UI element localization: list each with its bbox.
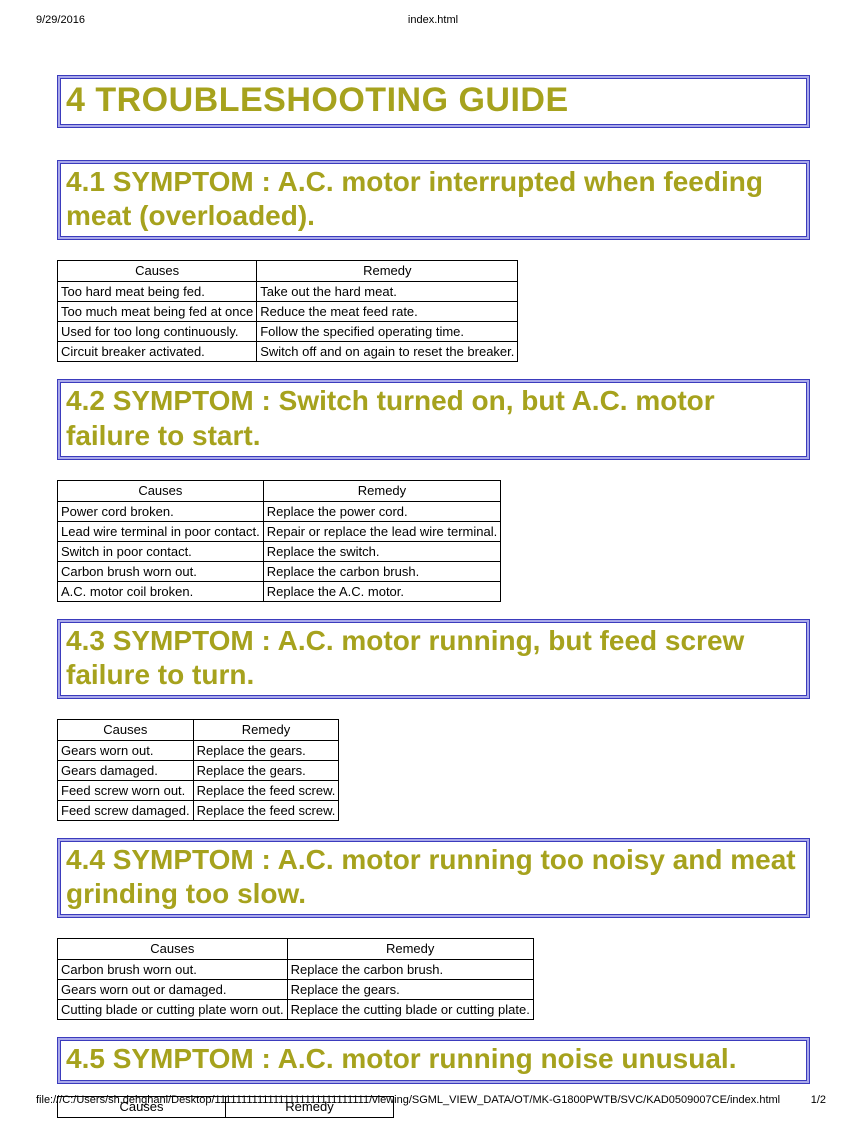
table-row: Carbon brush worn out. Replace the carbo… <box>57 959 534 981</box>
cause-cell: Feed screw worn out. <box>57 780 194 802</box>
remedy-cell: Reduce the meat feed rate. <box>256 301 519 323</box>
page-number: 1/2 <box>810 1094 826 1106</box>
table-row: Gears worn out or damaged. Replace the g… <box>57 979 534 1001</box>
remedy-cell: Replace the gears. <box>286 979 534 1001</box>
table-row: Gears damaged. Replace the gears. <box>57 760 340 782</box>
section-heading-4-2: 4.2 SYMPTOM : Switch turned on, but A.C.… <box>66 385 715 451</box>
cause-cell: Gears damaged. <box>57 760 194 782</box>
table-header-row: Causes Remedy <box>57 719 340 742</box>
section-heading-4-5: 4.5 SYMPTOM : A.C. motor running noise u… <box>66 1043 737 1075</box>
remedy-cell: Replace the gears. <box>192 760 340 782</box>
section-heading-4-4: 4.4 SYMPTOM : A.C. motor running too noi… <box>66 844 796 910</box>
print-date: 9/29/2016 <box>36 14 85 26</box>
table-row: Gears worn out. Replace the gears. <box>57 740 340 762</box>
table-row: Feed screw damaged. Replace the feed scr… <box>57 800 340 822</box>
cause-cell: Switch in poor contact. <box>57 540 264 562</box>
print-footer: file:///C:/Users/sh.dehghani/Desktop/111… <box>36 1094 826 1106</box>
column-header-causes: Causes <box>56 260 258 283</box>
cause-cell: Feed screw damaged. <box>57 800 194 822</box>
section-heading-box-4-1: 4.1 SYMPTOM : A.C. motor interrupted whe… <box>57 160 810 241</box>
remedy-cell: Follow the specified operating time. <box>256 321 519 343</box>
cause-cell: Used for too long continuously. <box>56 321 258 343</box>
column-header-remedy: Remedy <box>286 938 534 961</box>
column-header-remedy: Remedy <box>192 719 340 742</box>
table-row: A.C. motor coil broken. Replace the A.C.… <box>57 580 502 602</box>
cause-cell: Carbon brush worn out. <box>57 959 288 981</box>
table-header-row: Causes Remedy <box>57 938 534 961</box>
file-path: file:///C:/Users/sh.dehghani/Desktop/111… <box>36 1094 781 1106</box>
column-header-remedy: Remedy <box>262 479 502 502</box>
cause-cell: Gears worn out. <box>57 740 194 762</box>
cause-cell: Circuit breaker activated. <box>56 341 258 363</box>
cause-cell: Too much meat being fed at once <box>56 301 258 323</box>
remedy-cell: Switch off and on again to reset the bre… <box>256 341 519 363</box>
table-row: Circuit breaker activated. Switch off an… <box>56 341 519 363</box>
column-header-causes: Causes <box>57 938 288 961</box>
table-header-row: Causes Remedy <box>57 479 502 502</box>
cause-cell: Cutting blade or cutting plate worn out. <box>57 999 288 1021</box>
remedy-cell: Replace the feed screw. <box>192 800 340 822</box>
section-heading-box-4-2: 4.2 SYMPTOM : Switch turned on, but A.C.… <box>57 379 810 460</box>
cause-cell: Too hard meat being fed. <box>56 281 258 303</box>
causes-remedy-table-4-1: Causes Remedy Too hard meat being fed. T… <box>56 260 519 363</box>
main-heading: 4 TROUBLESHOOTING GUIDE <box>66 81 569 119</box>
cause-cell: Lead wire terminal in poor contact. <box>57 520 264 542</box>
table-row: Cutting blade or cutting plate worn out.… <box>57 999 534 1021</box>
remedy-cell: Replace the cutting blade or cutting pla… <box>286 999 534 1021</box>
table-header-row: Causes Remedy <box>56 260 519 283</box>
cause-cell: A.C. motor coil broken. <box>57 580 264 602</box>
section-heading-box-4-5: 4.5 SYMPTOM : A.C. motor running noise u… <box>57 1037 810 1084</box>
remedy-cell: Replace the A.C. motor. <box>262 580 502 602</box>
table-header-row: Causes Remedy <box>57 1095 394 1118</box>
column-header-causes: Causes <box>57 719 194 742</box>
section-heading-box-4-3: 4.3 SYMPTOM : A.C. motor running, but fe… <box>57 618 810 700</box>
section-heading-4-3: 4.3 SYMPTOM : A.C. motor running, but fe… <box>66 624 745 690</box>
remedy-cell: Replace the carbon brush. <box>262 560 502 582</box>
remedy-cell: Replace the power cord. <box>262 500 502 522</box>
section-heading-4-1: 4.1 SYMPTOM : A.C. motor interrupted whe… <box>66 166 763 232</box>
section-heading-box-4-4: 4.4 SYMPTOM : A.C. motor running too noi… <box>57 838 810 919</box>
table-row: Lead wire terminal in poor contact. Repa… <box>57 520 502 542</box>
table-row: Feed screw worn out. Replace the feed sc… <box>57 780 340 802</box>
causes-remedy-table-4-4: Causes Remedy Carbon brush worn out. Rep… <box>57 938 534 1021</box>
table-row: Switch in poor contact. Replace the swit… <box>57 540 502 562</box>
remedy-cell: Replace the switch. <box>262 540 502 562</box>
remedy-cell: Replace the carbon brush. <box>286 959 534 981</box>
causes-remedy-table-4-3: Causes Remedy Gears worn out. Replace th… <box>57 719 340 822</box>
column-header-causes: Causes <box>57 1095 226 1118</box>
remedy-cell: Take out the hard meat. <box>256 281 519 303</box>
cause-cell: Gears worn out or damaged. <box>57 979 288 1001</box>
table-row: Carbon brush worn out. Replace the carbo… <box>57 560 502 582</box>
causes-remedy-table-4-5: Causes Remedy <box>57 1095 394 1118</box>
table-row: Too hard meat being fed. Take out the ha… <box>56 281 519 303</box>
causes-remedy-table-4-2: Causes Remedy Power cord broken. Replace… <box>57 479 502 602</box>
column-header-causes: Causes <box>57 479 264 502</box>
main-heading-box: 4 TROUBLESHOOTING GUIDE <box>57 75 810 129</box>
table-row: Used for too long continuously. Follow t… <box>56 321 519 343</box>
cause-cell: Power cord broken. <box>57 500 264 522</box>
table-row: Too much meat being fed at once Reduce t… <box>56 301 519 323</box>
remedy-cell: Repair or replace the lead wire terminal… <box>262 520 502 542</box>
document-title: index.html <box>407 14 459 26</box>
table-row: Power cord broken. Replace the power cor… <box>57 500 502 522</box>
column-header-remedy: Remedy <box>225 1095 394 1118</box>
remedy-cell: Replace the feed screw. <box>192 780 340 802</box>
remedy-cell: Replace the gears. <box>192 740 340 762</box>
cause-cell: Carbon brush worn out. <box>57 560 264 582</box>
column-header-remedy: Remedy <box>256 260 519 283</box>
print-header: 9/29/2016 index.html <box>36 14 830 30</box>
document-content: 4 TROUBLESHOOTING GUIDE 4.1 SYMPTOM : A.… <box>56 75 810 1122</box>
